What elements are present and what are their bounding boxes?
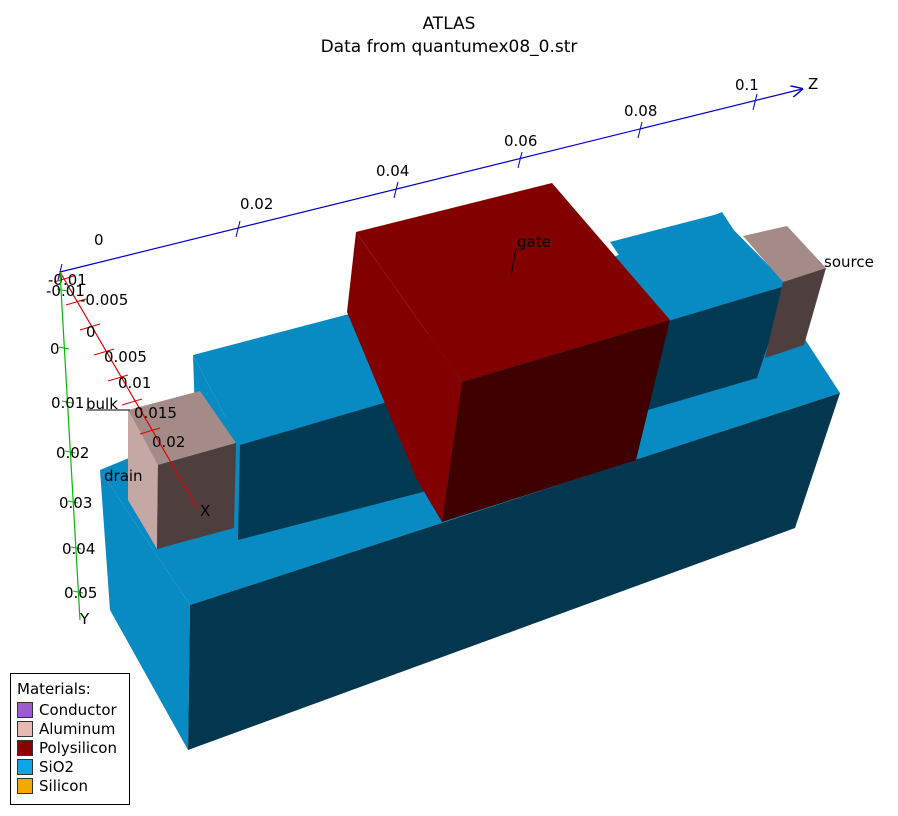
- drain-contact-front: [157, 443, 236, 549]
- legend-swatch: [17, 777, 33, 794]
- source-contact-front: [765, 268, 826, 358]
- gate-left-face: [347, 232, 462, 522]
- legend-item: SiO2: [17, 757, 129, 776]
- x-axis-tick: [93, 348, 115, 356]
- z-axis-tick-label: 0.08: [624, 102, 657, 120]
- gate-block: [347, 183, 670, 522]
- source-oxide-front: [648, 285, 788, 410]
- x-axis-tick: [79, 323, 101, 331]
- x-axis-tick: [65, 298, 87, 306]
- source-contact-top: [743, 226, 826, 282]
- z-axis-label: Z: [808, 75, 818, 93]
- y-axis: Y -0.01 0 0.01 0.02 0.03 0.04 0.05: [46, 271, 97, 628]
- plot-subtitle: Data from quantumex08_0.str: [320, 37, 578, 57]
- legend-title: Materials:: [17, 680, 91, 698]
- bulk-label: bulk: [86, 395, 118, 413]
- z-axis-tick-label: 0.02: [240, 195, 273, 213]
- y-axis-tick-label: -0.01: [46, 282, 85, 300]
- x-axis-tick-label: 0: [86, 323, 96, 341]
- gate-front-face: [442, 320, 670, 522]
- legend-item: Aluminum: [17, 719, 129, 738]
- x-axis-tick: [139, 427, 161, 435]
- drain-contact: [128, 391, 236, 549]
- z-axis-tick-label: 0.06: [504, 132, 537, 150]
- z-axis-tick-label: 0.1: [735, 76, 759, 94]
- y-axis-tick: [56, 288, 68, 292]
- plot-title: ATLAS: [422, 14, 476, 34]
- x-axis-label: X: [200, 502, 210, 520]
- x-axis-tick-label: 0.015: [134, 404, 177, 422]
- x-axis-tick-label: 0.005: [104, 348, 147, 366]
- legend-label: Polysilicon: [39, 738, 117, 757]
- substrate-front-face: [188, 393, 840, 750]
- z-axis-tick: [637, 121, 643, 139]
- x-axis-tick-label: 0.01: [118, 374, 151, 392]
- x-axis-tick: [121, 398, 143, 406]
- source-contact: [743, 226, 826, 358]
- gate-top-face: [356, 183, 670, 382]
- legend-item: Conductor: [17, 700, 129, 719]
- z-axis-tick: [393, 181, 399, 199]
- legend-label: SiO2: [39, 757, 75, 776]
- y-axis-tick-label: 0.02: [56, 444, 89, 462]
- y-axis-tick-label: 0.03: [59, 494, 92, 512]
- legend-label: Conductor: [39, 700, 117, 719]
- electrode-labels: gate source drain bulk: [86, 233, 874, 485]
- z-axis-tick-label: 0.04: [376, 162, 409, 180]
- materials-legend: Materials: Conductor Aluminum Polysilicon S…: [10, 673, 130, 805]
- y-axis-tick-label: 0.01: [51, 394, 84, 412]
- z-axis-tick-label: 0: [94, 231, 104, 249]
- x-axis-tick-label: -0.005: [80, 291, 128, 309]
- source-oxide-top: [610, 214, 788, 322]
- legend-swatch: [17, 701, 33, 718]
- x-axis-tick-label: -0.01: [48, 271, 87, 289]
- gate-label: gate: [517, 233, 551, 251]
- legend-item: Silicon: [17, 776, 129, 795]
- x-axis-tick-label: 0.02: [152, 433, 185, 451]
- drain-label: drain: [104, 467, 143, 485]
- y-axis-tick: [58, 346, 70, 350]
- y-axis-tick-label: 0.04: [62, 540, 95, 558]
- x-axis-tick: [53, 275, 75, 283]
- z-axis-tick: [752, 93, 758, 111]
- x-axis-tick: [107, 374, 129, 382]
- y-axis-tick: [67, 500, 79, 504]
- legend-label: Aluminum: [39, 719, 116, 738]
- y-axis-tick-label: 0: [50, 340, 60, 358]
- source-oxide-block: [610, 214, 788, 410]
- y-axis-label: Y: [79, 610, 90, 628]
- z-axis-tick: [517, 151, 523, 169]
- z-axis-tick: [235, 220, 241, 238]
- legend-swatch: [17, 758, 33, 775]
- y-axis-tick: [61, 400, 73, 404]
- drain-oxide-front: [238, 390, 442, 540]
- legend-item: Polysilicon: [17, 738, 129, 757]
- y-axis-tick: [64, 450, 76, 454]
- y-axis-tick: [70, 546, 82, 550]
- y-axis-tick-label: 0.05: [64, 584, 97, 602]
- substrate-left-face: [100, 470, 190, 750]
- drain-contact-top: [128, 391, 236, 465]
- legend-swatch: [17, 739, 33, 756]
- z-axis: Z 0 0.02 0.04 0.06 0.08 0.1: [57, 75, 818, 281]
- source-label: source: [824, 253, 874, 271]
- drain-contact-left: [128, 410, 158, 549]
- legend-label: Silicon: [39, 776, 88, 795]
- y-axis-tick: [72, 590, 84, 594]
- legend-swatch: [17, 720, 33, 737]
